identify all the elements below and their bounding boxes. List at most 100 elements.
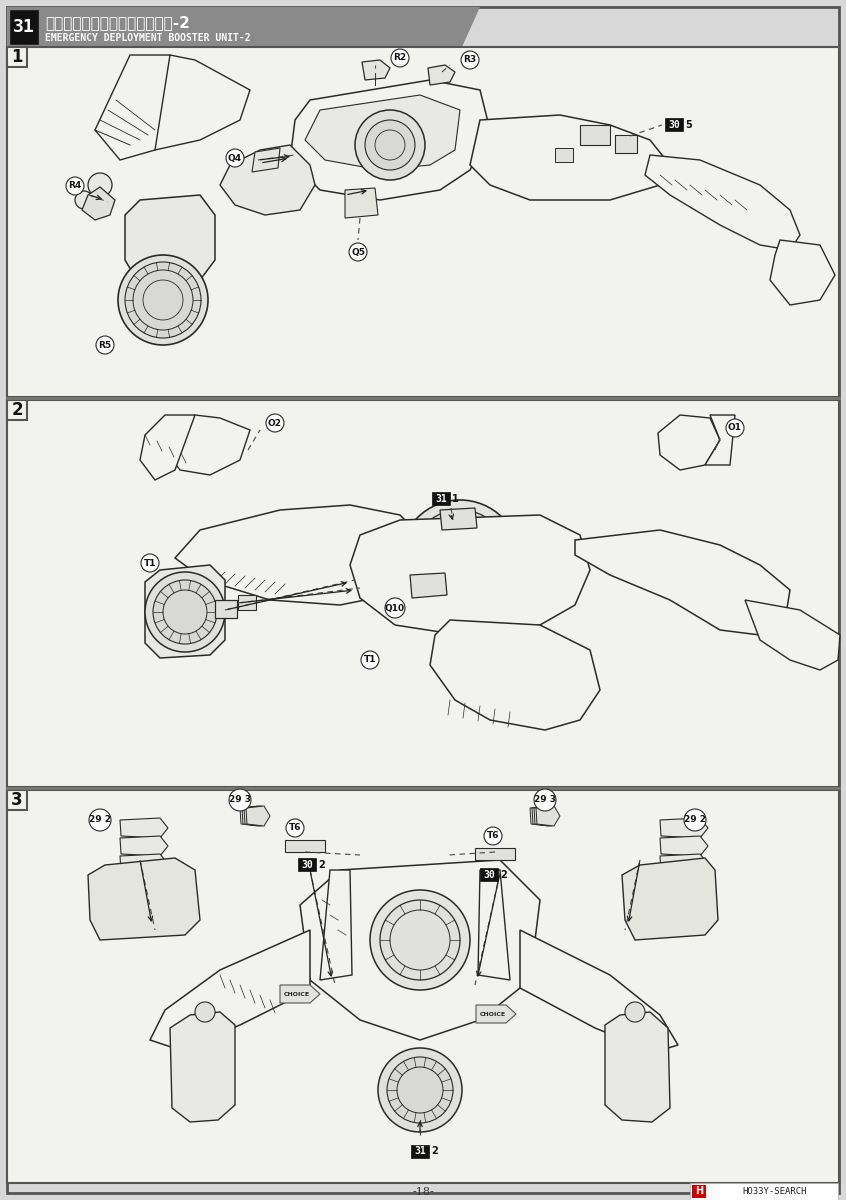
Polygon shape bbox=[150, 930, 310, 1050]
Bar bbox=[690, 1183, 838, 1200]
Circle shape bbox=[349, 242, 367, 260]
Text: 2: 2 bbox=[500, 870, 507, 880]
Polygon shape bbox=[242, 806, 266, 826]
Polygon shape bbox=[7, 7, 480, 47]
Bar bbox=[7, 400, 27, 420]
Text: T1: T1 bbox=[144, 558, 157, 568]
Text: 30: 30 bbox=[301, 859, 313, 870]
Bar bbox=[432, 492, 450, 505]
Polygon shape bbox=[125, 194, 215, 284]
Polygon shape bbox=[244, 806, 268, 826]
Text: 2: 2 bbox=[318, 859, 325, 870]
Circle shape bbox=[286, 818, 304, 838]
Text: 2: 2 bbox=[11, 401, 23, 419]
Text: T6: T6 bbox=[288, 823, 301, 833]
Polygon shape bbox=[428, 65, 455, 85]
Circle shape bbox=[484, 827, 502, 845]
Polygon shape bbox=[350, 515, 590, 635]
Polygon shape bbox=[622, 858, 718, 940]
Text: 31: 31 bbox=[14, 18, 35, 36]
Text: O1: O1 bbox=[728, 424, 742, 432]
Circle shape bbox=[534, 790, 556, 811]
Polygon shape bbox=[320, 870, 352, 980]
Bar bbox=[215, 600, 237, 618]
Text: Q10: Q10 bbox=[385, 604, 405, 612]
Polygon shape bbox=[240, 806, 264, 826]
Circle shape bbox=[380, 900, 460, 980]
Text: 3: 3 bbox=[11, 791, 23, 809]
Text: CHOICE: CHOICE bbox=[480, 1012, 506, 1016]
Text: 紧急展開ブースターの組み立て-2: 紧急展開ブースターの組み立て-2 bbox=[45, 16, 190, 30]
Polygon shape bbox=[430, 620, 600, 730]
Polygon shape bbox=[246, 806, 270, 826]
Polygon shape bbox=[88, 858, 200, 940]
Text: R4: R4 bbox=[69, 181, 81, 191]
Bar bbox=[238, 595, 256, 610]
Bar bbox=[7, 790, 839, 1183]
Polygon shape bbox=[95, 55, 170, 160]
Polygon shape bbox=[280, 985, 320, 1003]
Circle shape bbox=[378, 1048, 462, 1132]
Circle shape bbox=[400, 500, 520, 620]
Polygon shape bbox=[120, 836, 168, 856]
Polygon shape bbox=[165, 415, 250, 475]
Text: EMERGENCY DEPLOYMENT BOOSTER UNIT-2: EMERGENCY DEPLOYMENT BOOSTER UNIT-2 bbox=[45, 32, 250, 43]
Polygon shape bbox=[305, 95, 460, 170]
Text: T6: T6 bbox=[486, 832, 499, 840]
Polygon shape bbox=[770, 240, 835, 305]
Polygon shape bbox=[145, 565, 225, 658]
Text: Q4: Q4 bbox=[228, 154, 242, 162]
Text: R2: R2 bbox=[393, 54, 407, 62]
Circle shape bbox=[684, 809, 706, 830]
Bar bbox=[615, 134, 637, 152]
Polygon shape bbox=[660, 854, 708, 874]
Circle shape bbox=[365, 120, 415, 170]
Text: -18-: -18- bbox=[412, 1187, 434, 1198]
Text: 2: 2 bbox=[431, 1146, 437, 1157]
Polygon shape bbox=[82, 187, 115, 220]
Bar bbox=[480, 868, 498, 881]
Bar bbox=[9, 8, 39, 44]
Text: 29 3: 29 3 bbox=[229, 796, 251, 804]
Polygon shape bbox=[575, 530, 790, 635]
Circle shape bbox=[145, 572, 225, 652]
Bar bbox=[555, 148, 573, 162]
Circle shape bbox=[370, 890, 470, 990]
Circle shape bbox=[229, 790, 251, 811]
Bar bbox=[7, 47, 839, 397]
Circle shape bbox=[355, 110, 425, 180]
Polygon shape bbox=[705, 415, 735, 464]
Polygon shape bbox=[220, 145, 315, 215]
Circle shape bbox=[625, 1002, 645, 1022]
Text: R5: R5 bbox=[98, 341, 112, 349]
Circle shape bbox=[266, 414, 284, 432]
Bar bbox=[411, 1145, 429, 1158]
Circle shape bbox=[387, 1057, 453, 1123]
Bar bbox=[665, 118, 683, 131]
Polygon shape bbox=[140, 415, 195, 480]
Polygon shape bbox=[410, 572, 447, 598]
Text: 5: 5 bbox=[685, 120, 692, 130]
Text: Q5: Q5 bbox=[351, 247, 365, 257]
Polygon shape bbox=[520, 930, 678, 1052]
Circle shape bbox=[410, 510, 510, 610]
Text: 31: 31 bbox=[415, 1146, 426, 1157]
Polygon shape bbox=[175, 505, 420, 605]
Text: 31: 31 bbox=[435, 493, 447, 504]
Polygon shape bbox=[476, 1006, 516, 1022]
Circle shape bbox=[726, 419, 744, 437]
Text: CHOICE: CHOICE bbox=[284, 991, 310, 996]
Polygon shape bbox=[536, 806, 560, 826]
Text: H: H bbox=[695, 1187, 703, 1196]
Bar bbox=[475, 848, 515, 860]
Bar bbox=[692, 1186, 706, 1198]
Polygon shape bbox=[470, 115, 670, 200]
Bar bbox=[7, 790, 27, 810]
Text: 29 2: 29 2 bbox=[89, 816, 111, 824]
Circle shape bbox=[88, 173, 112, 197]
Text: 1: 1 bbox=[452, 493, 459, 504]
Polygon shape bbox=[252, 148, 280, 172]
Polygon shape bbox=[534, 806, 558, 826]
Circle shape bbox=[66, 176, 84, 194]
Polygon shape bbox=[645, 155, 800, 250]
